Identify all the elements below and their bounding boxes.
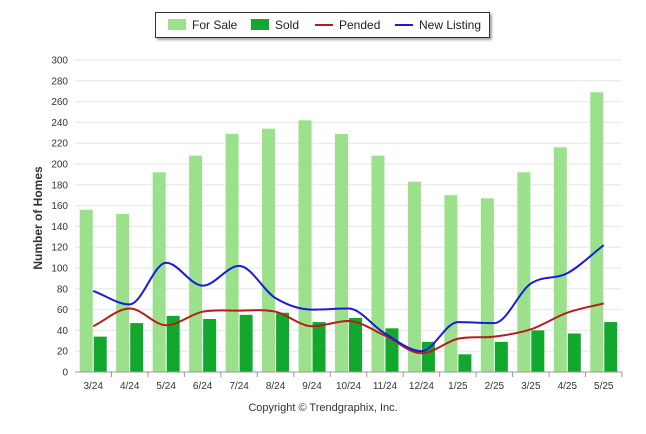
legend-item-for-sale: For Sale bbox=[168, 18, 237, 32]
x-tick-label: 9/24 bbox=[302, 381, 322, 392]
bar-sold bbox=[239, 314, 253, 372]
y-tick-label: 120 bbox=[51, 243, 68, 254]
y-tick-label: 0 bbox=[62, 368, 68, 379]
bar-for-sale bbox=[444, 195, 458, 372]
lines bbox=[92, 244, 605, 355]
legend-label-sold: Sold bbox=[275, 18, 300, 32]
legend-swatch-for-sale bbox=[168, 19, 186, 30]
x-tick-label: 3/24 bbox=[83, 381, 103, 392]
bar-for-sale bbox=[517, 172, 531, 372]
bar-for-sale bbox=[298, 120, 312, 372]
bar-for-sale bbox=[189, 155, 203, 372]
bar-for-sale bbox=[225, 133, 239, 372]
legend-item-sold: Sold bbox=[251, 18, 299, 32]
y-tick-label: 140 bbox=[51, 222, 68, 233]
legend-label-new-listing: New Listing bbox=[419, 18, 482, 32]
y-tick-label: 80 bbox=[57, 284, 69, 295]
bar-for-sale bbox=[480, 198, 494, 372]
legend-swatch-sold bbox=[251, 19, 269, 30]
bar-sold bbox=[494, 341, 508, 372]
x-tick-label: 4/25 bbox=[558, 381, 578, 392]
x-tick-label: 12/24 bbox=[409, 381, 434, 392]
y-tick-label: 300 bbox=[51, 56, 68, 67]
legend-label-pended: Pended bbox=[339, 18, 381, 32]
y-tick-label: 40 bbox=[57, 326, 69, 337]
y-tick-label: 100 bbox=[51, 264, 68, 275]
x-tick-label: 6/24 bbox=[193, 381, 213, 392]
line-pended bbox=[92, 302, 605, 355]
y-tick-label: 180 bbox=[51, 180, 68, 191]
bar-sold bbox=[130, 323, 144, 372]
x-tick-label: 4/24 bbox=[120, 381, 140, 392]
x-tick-label: 8/24 bbox=[266, 381, 286, 392]
y-tick-label: 240 bbox=[51, 118, 68, 129]
bar-sold bbox=[203, 318, 217, 372]
legend-item-new-listing: New Listing bbox=[395, 18, 481, 32]
legend-label-for-sale: For Sale bbox=[192, 18, 238, 32]
bar-for-sale bbox=[116, 213, 130, 372]
bar-for-sale bbox=[590, 92, 604, 373]
bar-sold bbox=[166, 315, 180, 372]
line-new-listing bbox=[92, 244, 605, 353]
y-tick-label: 280 bbox=[51, 76, 68, 87]
bar-sold bbox=[604, 322, 618, 372]
legend-swatch-new-listing bbox=[395, 24, 413, 26]
y-tick-label: 260 bbox=[51, 97, 68, 108]
y-tick-label: 200 bbox=[51, 160, 68, 171]
grid-lines bbox=[75, 59, 622, 352]
bar-sold bbox=[567, 333, 581, 372]
bar-for-sale bbox=[371, 155, 385, 372]
axes: 0 20 40 60 80 100 120 140 160 180 200 220 240 260 280 3… bbox=[51, 56, 623, 392]
y-tick-label: 160 bbox=[51, 201, 68, 212]
bar-for-sale bbox=[553, 147, 567, 372]
x-tick-label: 1/25 bbox=[448, 381, 468, 392]
bar-sold bbox=[93, 336, 107, 372]
legend-swatch-pended bbox=[315, 24, 333, 26]
x-tick-label: 3/25 bbox=[521, 381, 541, 392]
bar-for-sale bbox=[79, 209, 93, 372]
bar-sold bbox=[349, 317, 362, 372]
y-tick-label: 220 bbox=[51, 139, 68, 150]
x-tick-label: 5/24 bbox=[156, 381, 176, 392]
legend-item-pended: Pended bbox=[315, 18, 380, 32]
bar-for-sale bbox=[407, 181, 421, 372]
x-tick-label: 10/24 bbox=[336, 381, 361, 392]
y-tick-label: 20 bbox=[57, 347, 69, 358]
bar-sold bbox=[421, 341, 435, 372]
copyright-text: Copyright © Trendgraphix, Inc. bbox=[248, 402, 398, 414]
x-tick-label: 5/25 bbox=[594, 381, 614, 392]
x-tick-label: 11/24 bbox=[373, 381, 398, 392]
bar-sold bbox=[312, 322, 326, 372]
bar-for-sale bbox=[335, 133, 348, 372]
bar-sold bbox=[276, 312, 290, 372]
x-tick-label: 7/24 bbox=[229, 381, 249, 392]
legend: For Sale Sold Pended New Listing bbox=[155, 12, 490, 38]
x-tick-label: 2/25 bbox=[485, 381, 505, 392]
bar-sold bbox=[458, 354, 472, 372]
bar-sold bbox=[531, 330, 545, 372]
bar-for-sale bbox=[262, 128, 276, 372]
y-tick-label: 60 bbox=[57, 305, 69, 316]
y-axis-title: Number of Homes bbox=[31, 166, 45, 270]
